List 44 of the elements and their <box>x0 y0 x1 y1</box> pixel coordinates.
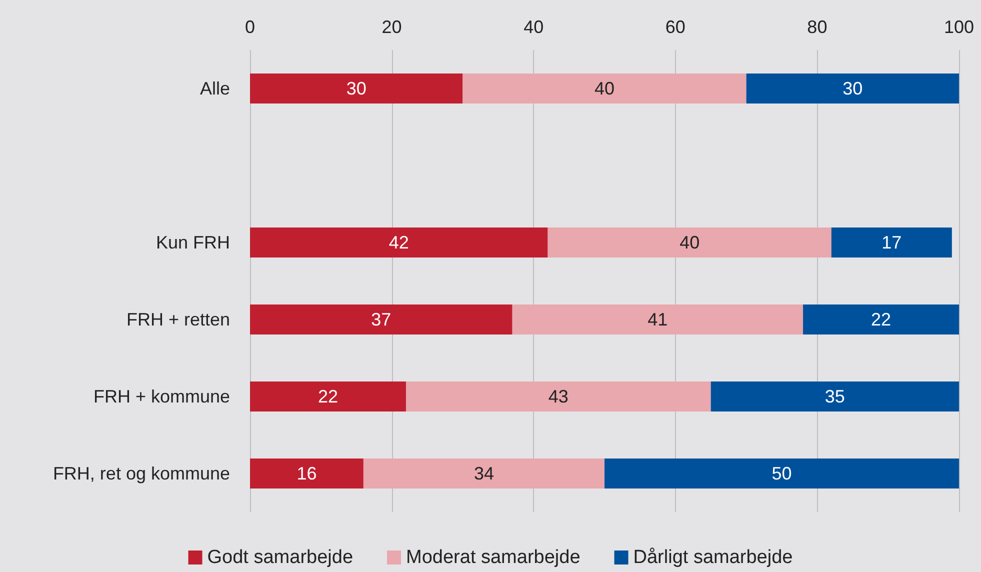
bar <box>831 228 952 258</box>
data-label: 40 <box>680 232 700 252</box>
data-label: 35 <box>824 386 845 406</box>
x-tick-label: 100 <box>944 17 974 37</box>
x-tick-label: 60 <box>665 17 686 37</box>
y-tick-label: FRH + retten <box>126 310 230 330</box>
bar <box>406 382 711 412</box>
bar <box>363 458 604 488</box>
legend-label: Dårligt samarbejde <box>633 547 793 568</box>
bar <box>250 458 364 488</box>
x-tick-label: 20 <box>382 17 402 37</box>
bar <box>250 228 548 258</box>
data-label: 37 <box>371 310 392 330</box>
data-label: 50 <box>772 464 792 484</box>
data-label: 40 <box>594 78 615 98</box>
bar <box>512 304 804 334</box>
bar <box>250 382 406 412</box>
y-tick-label: FRH, ret og kommune <box>52 464 230 484</box>
data-label: 30 <box>346 78 366 98</box>
data-label: 22 <box>318 386 338 406</box>
bar <box>746 74 959 104</box>
y-tick-label: FRH + kommune <box>93 386 230 406</box>
data-label: 17 <box>882 232 902 252</box>
bar <box>548 228 832 258</box>
data-label: 16 <box>296 464 317 484</box>
bar <box>462 74 746 104</box>
x-tick-label: 40 <box>524 17 544 37</box>
legend-label: Godt samarbejde <box>207 547 354 568</box>
data-label: 34 <box>474 464 494 484</box>
x-tick-label: 80 <box>807 17 828 37</box>
bar <box>710 382 959 412</box>
bar <box>604 458 959 488</box>
bar <box>250 74 463 104</box>
data-label: 41 <box>648 310 668 330</box>
bar <box>803 304 959 334</box>
y-tick-label: Alle <box>200 78 230 98</box>
bar <box>250 304 512 334</box>
data-label: 30 <box>842 78 863 98</box>
data-label: 43 <box>548 386 568 406</box>
x-tick-label: 0 <box>244 17 256 37</box>
y-tick-label: Kun FRH <box>156 232 230 252</box>
data-label: 42 <box>388 232 409 252</box>
data-label: 22 <box>870 310 892 330</box>
legend-label: Moderat samarbejde <box>406 547 580 568</box>
